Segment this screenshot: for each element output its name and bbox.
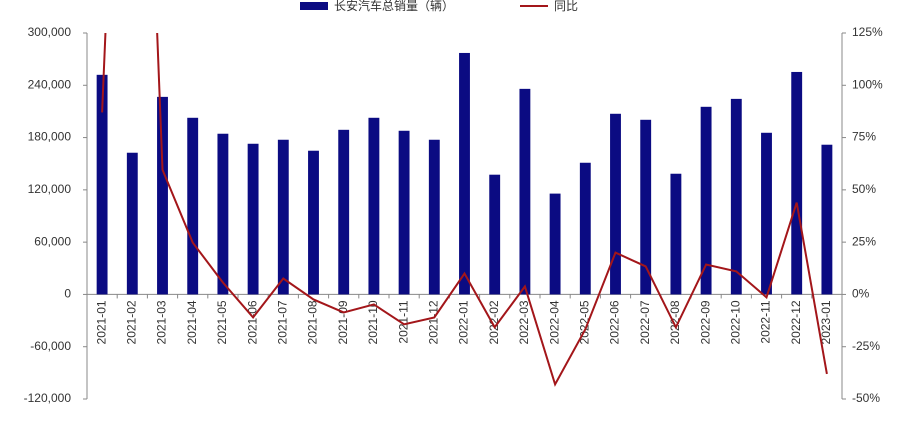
x-tick-label: 2021-05 <box>215 300 229 344</box>
bar <box>398 130 410 295</box>
plot-area <box>96 33 833 387</box>
legend-swatch <box>300 2 328 10</box>
y-tick-label: 120,000 <box>28 182 72 196</box>
bar <box>730 98 742 295</box>
bar <box>308 150 319 295</box>
bar <box>157 96 168 295</box>
bar <box>428 139 440 295</box>
bar <box>459 52 470 295</box>
x-tick-label: 2021-10 <box>366 300 380 344</box>
y2-tick-label: 75% <box>852 130 876 144</box>
bar <box>217 133 229 295</box>
y2-tick-label: -50% <box>852 391 880 405</box>
x-tick-label: 2021-03 <box>155 300 169 344</box>
x-tick-label: 2021-09 <box>336 300 350 344</box>
bar <box>640 119 652 295</box>
y-tick-label: 0 <box>64 287 71 301</box>
x-tick-label: 2022-04 <box>547 300 561 344</box>
bar <box>700 106 712 295</box>
y2-tick-label: 125% <box>852 25 883 39</box>
x-tick-label: 2021-12 <box>426 300 440 344</box>
x-tick-label: 2022-06 <box>608 300 622 344</box>
x-tick-label: 2022-09 <box>698 300 712 344</box>
x-tick-label: 2022-05 <box>577 300 591 344</box>
bar <box>670 173 682 295</box>
y-tick-label: -60,000 <box>30 339 71 353</box>
y2-tick-label: 50% <box>852 182 876 196</box>
bar <box>549 193 561 295</box>
y2-tick-label: -25% <box>852 339 880 353</box>
x-tick-label: 2022-08 <box>668 300 682 344</box>
x-tick-label: 2022-10 <box>728 300 742 344</box>
bar <box>821 144 833 295</box>
x-tick-label: 2022-12 <box>789 300 803 344</box>
bar <box>761 132 772 295</box>
bar <box>791 71 803 295</box>
y2-tick-label: 0% <box>852 287 870 301</box>
x-tick-label: 2022-02 <box>487 300 501 344</box>
bar <box>187 117 199 295</box>
bar <box>610 113 621 295</box>
line <box>101 33 828 387</box>
x-tick-label: 2022-01 <box>457 300 471 344</box>
bar <box>338 129 350 295</box>
bar <box>126 152 138 295</box>
bar <box>96 74 108 295</box>
y2-tick-label: 25% <box>852 234 876 248</box>
y2-tick-label: 100% <box>852 77 883 91</box>
x-tick-label: 2022-07 <box>638 300 652 344</box>
legend-label: 长安汽车总销量（辆） <box>334 0 454 13</box>
x-tick-label: 2022-11 <box>759 300 773 343</box>
y-tick-label: 60,000 <box>34 234 71 248</box>
x-tick-label: 2023-01 <box>819 300 833 344</box>
bar <box>247 143 259 295</box>
x-tick-label: 2021-11 <box>396 300 410 343</box>
bar <box>489 174 501 295</box>
y-tick-label: 240,000 <box>28 77 72 91</box>
y-tick-label: 180,000 <box>28 130 72 144</box>
legend-label: 同比 <box>554 0 578 13</box>
x-tick-label: 2022-03 <box>517 300 531 344</box>
bar <box>277 139 289 295</box>
x-tick-label: 2021-04 <box>185 300 199 344</box>
x-tick-label: 2021-08 <box>306 300 320 344</box>
x-tick-label: 2021-01 <box>94 300 108 344</box>
bar <box>579 162 591 295</box>
x-tick-label: 2021-07 <box>275 300 289 344</box>
y-tick-label: 300,000 <box>28 25 72 39</box>
x-tick-label: 2021-06 <box>245 300 259 344</box>
bar <box>519 88 531 295</box>
bar <box>368 117 380 295</box>
y-tick-label: -120,000 <box>24 391 72 405</box>
x-tick-label: 2021-02 <box>124 300 138 344</box>
